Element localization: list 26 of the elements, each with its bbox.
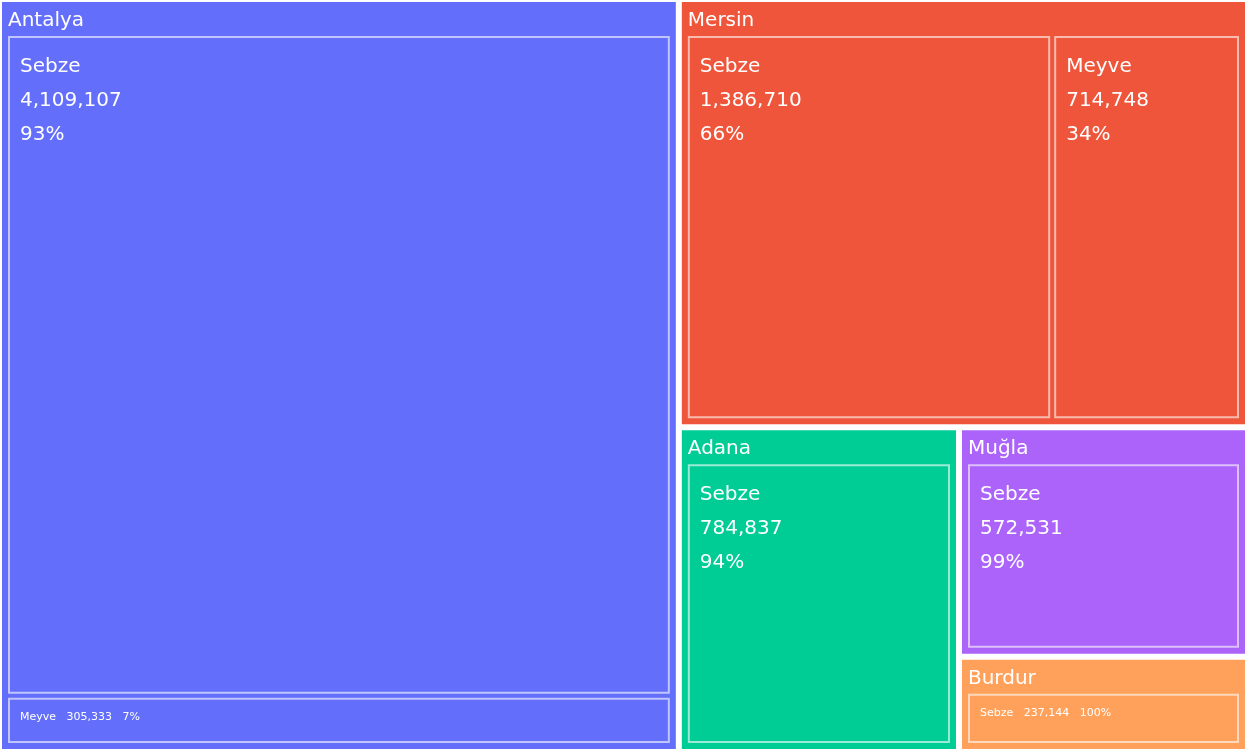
text: 93% xyxy=(20,121,65,145)
category-label: Sebze xyxy=(20,53,81,77)
text: 94% xyxy=(699,549,745,574)
series-label: Adana xyxy=(687,435,752,460)
category-label: Sebze xyxy=(699,53,761,77)
category-label: Sebze xyxy=(979,706,1014,720)
data-label: 1,386,710 xyxy=(699,87,802,111)
data-label: 237,144 xyxy=(1023,706,1070,720)
series-label: Muğla xyxy=(967,435,1029,460)
text: 66% xyxy=(699,121,745,145)
category-label: Meyve xyxy=(1066,53,1132,77)
series-label: Antalya xyxy=(8,7,85,31)
text: 34% xyxy=(1066,121,1111,145)
category-label: Meyve xyxy=(20,710,57,724)
data-label: 4,109,107 xyxy=(20,87,122,111)
text: 7% xyxy=(122,710,140,724)
category-label: Sebze xyxy=(979,481,1041,506)
data-label: 305,333 xyxy=(66,710,113,724)
text: 99% xyxy=(979,549,1025,574)
data-label: 572,531 xyxy=(979,515,1063,540)
data-label: 784,837 xyxy=(699,515,783,540)
data-label: 714,748 xyxy=(1066,87,1149,111)
series-label: Burdur xyxy=(967,664,1037,689)
text: 100% xyxy=(1079,706,1112,720)
category-label: Sebze xyxy=(699,481,761,506)
series-label: Mersin xyxy=(687,7,755,31)
